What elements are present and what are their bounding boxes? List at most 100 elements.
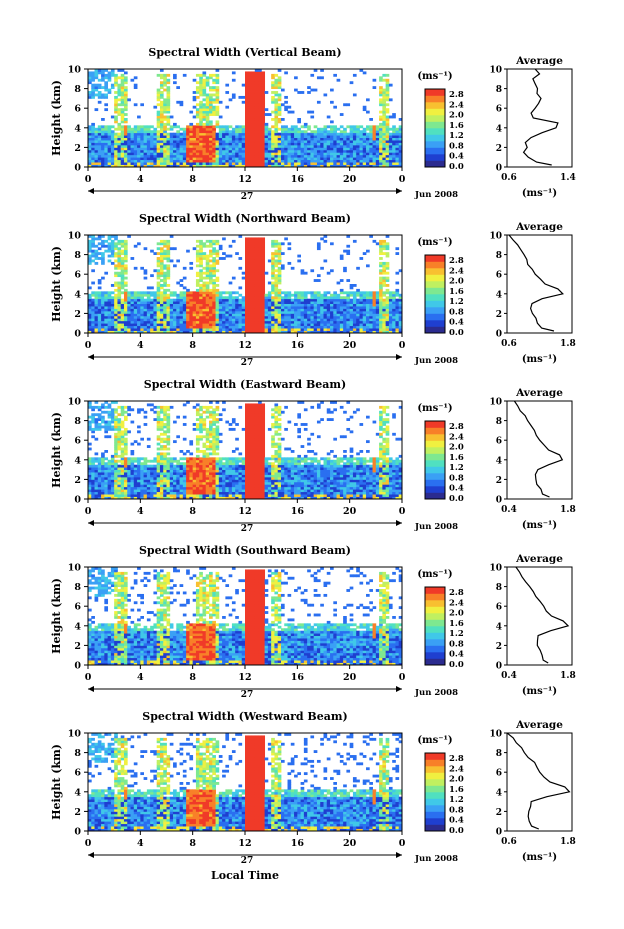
heatmap-cell [248, 149, 252, 153]
heatmap-cell [163, 135, 167, 138]
heatmap-cell [166, 118, 171, 121]
heatmap-cell [110, 291, 115, 295]
colorbar-swatch [425, 102, 445, 109]
heatmap-cell [205, 135, 210, 138]
heatmap-cell [173, 125, 177, 129]
heatmap-cell [277, 328, 282, 331]
heatmap-cell [133, 159, 138, 163]
heatmap-cell [159, 69, 164, 72]
heatmap-cell [231, 159, 236, 163]
heatmap-cell [218, 152, 223, 156]
heatmap-cell [182, 135, 187, 138]
heatmap-cell [123, 318, 128, 322]
heatmap-cell [146, 301, 151, 304]
heatmap-cell [94, 249, 99, 253]
heatmap-cell [238, 127, 243, 131]
heatmap-cell [117, 76, 122, 80]
heatmap-cell [94, 291, 99, 295]
heatmap-cell [130, 476, 135, 480]
heatmap-cell [199, 242, 203, 246]
heatmap-cell [123, 127, 128, 131]
heatmap-cell [274, 103, 279, 107]
heatmap-cell [326, 130, 331, 134]
heatmap-cell [123, 310, 128, 314]
heatmap-cell [146, 313, 151, 317]
heatmap-cell [97, 257, 102, 260]
heatmap-cell [392, 147, 396, 151]
heatmap-cell [91, 457, 95, 461]
heatmap-cell [94, 237, 99, 241]
heatmap-cell [169, 149, 174, 153]
heatmap-cell [261, 144, 266, 148]
heatmap-cell [277, 288, 282, 292]
heatmap-cell [199, 252, 203, 255]
heatmap-cell [133, 164, 138, 168]
heatmap-cell [88, 310, 92, 314]
heatmap-cell [101, 308, 105, 312]
heatmap-cell [212, 310, 216, 314]
heatmap-cell [110, 162, 115, 165]
heatmap-cell [385, 125, 390, 129]
heatmap-cell [120, 135, 125, 138]
heatmap-cell [372, 162, 377, 165]
heatmap-cell [120, 306, 125, 309]
heatmap-cell [277, 247, 282, 251]
heatmap-cell [130, 328, 135, 331]
heatmap-cell [248, 93, 252, 97]
heatmap-cell [313, 315, 318, 319]
profile-x-tick-label: 0.6 [501, 339, 517, 349]
heatmap-cell [163, 293, 167, 297]
heatmap-cell [127, 479, 131, 483]
heatmap-cell [104, 144, 109, 148]
heatmap-cell [120, 284, 125, 287]
heatmap-cell [153, 152, 158, 156]
heatmap-cell [88, 462, 92, 466]
heatmap-cell [359, 69, 364, 72]
heatmap-cell [349, 142, 354, 146]
heatmap-cell [173, 325, 177, 329]
heatmap-cell [258, 291, 262, 295]
heatmap-cell [271, 242, 275, 246]
heatmap-cell [277, 113, 282, 116]
heatmap-cell [104, 301, 109, 304]
heatmap-cell [369, 157, 373, 161]
heatmap-cell [179, 135, 184, 138]
heatmap-cell [212, 157, 216, 161]
heatmap-cell [326, 164, 331, 168]
heatmap-cell [97, 164, 102, 168]
heatmap-cell [195, 132, 200, 136]
heatmap-cell [163, 271, 167, 275]
heatmap-cell [120, 425, 125, 429]
heatmap-cell [254, 286, 259, 290]
heatmap-cell [123, 269, 128, 273]
heatmap-cell [248, 308, 252, 312]
heatmap-cell [382, 261, 387, 265]
heatmap-cell [333, 318, 337, 322]
heatmap-cell [284, 301, 288, 304]
heatmap-cell [392, 325, 396, 329]
heatmap-cell [385, 306, 390, 309]
heatmap-cell [117, 293, 122, 297]
heatmap-cell [173, 303, 177, 307]
heatmap-cell [248, 81, 252, 85]
heatmap-cell [362, 149, 367, 153]
heatmap-cell [101, 489, 105, 493]
heatmap-cell [117, 301, 122, 304]
heatmap-cell [300, 308, 305, 312]
heatmap-cell [97, 474, 102, 478]
heatmap-cell [398, 313, 403, 317]
heatmap-cell [274, 274, 279, 278]
heatmap-cell [287, 159, 292, 163]
heatmap-cell [107, 249, 112, 253]
heatmap-cell [117, 496, 122, 500]
heatmap-cell [212, 301, 216, 304]
heatmap-cell [114, 293, 118, 297]
heatmap-cell [254, 125, 259, 129]
heatmap-cell [110, 476, 115, 480]
heatmap-cell [280, 323, 285, 327]
heatmap-cell [300, 164, 305, 168]
heatmap-cell [192, 310, 197, 314]
heatmap-cell [310, 142, 315, 146]
heatmap-cell [182, 159, 187, 163]
heatmap-cell [254, 298, 259, 302]
